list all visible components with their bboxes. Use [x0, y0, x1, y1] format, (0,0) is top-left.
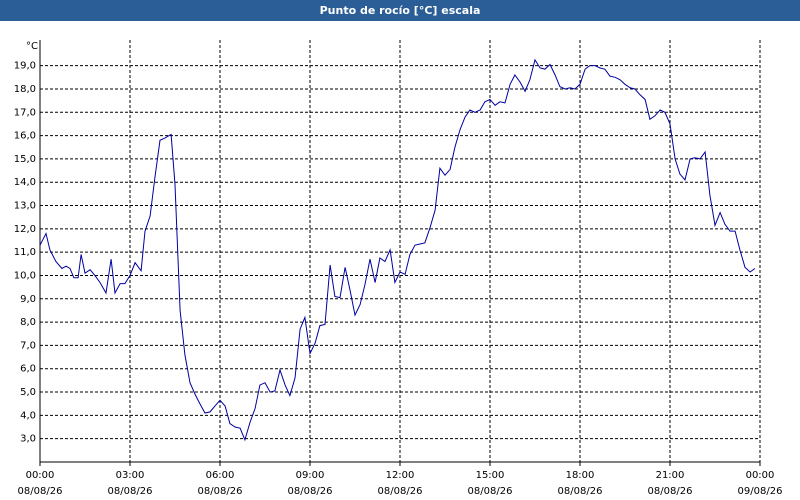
y-tick-label: 17,0	[14, 107, 36, 118]
x-tick-date: 08/08/26	[108, 486, 153, 497]
y-tick-label: 7,0	[20, 340, 36, 351]
x-tick-date: 08/08/26	[288, 486, 333, 497]
y-tick-label: 19,0	[14, 61, 36, 72]
x-tick-date: 09/08/26	[738, 486, 783, 497]
y-tick-label: 4,0	[20, 410, 36, 421]
y-tick-label: 15,0	[14, 154, 36, 165]
x-tick-label: 21:00	[656, 470, 685, 481]
y-tick-label: 11,0	[14, 247, 36, 258]
y-tick-label: 14,0	[14, 177, 36, 188]
y-tick-label: 16,0	[14, 131, 36, 142]
x-tick-label: 00:00	[26, 470, 55, 481]
x-tick-date: 08/08/26	[558, 486, 603, 497]
y-tick-label: 13,0	[14, 201, 36, 212]
x-tick-label: 09:00	[296, 470, 325, 481]
y-tick-label: 10,0	[14, 270, 36, 281]
x-tick-date: 08/08/26	[18, 486, 63, 497]
y-tick-label: 6,0	[20, 364, 36, 375]
x-tick-date: 08/08/26	[198, 486, 243, 497]
chart-title: Punto de rocío [°C] escala	[320, 4, 481, 17]
x-tick-label: 00:00	[746, 470, 775, 481]
x-tick-label: 06:00	[206, 470, 235, 481]
title-bar	[0, 0, 800, 21]
data-line	[39, 58, 756, 442]
y-tick-label: 9,0	[20, 294, 36, 305]
y-tick-label: 8,0	[20, 317, 36, 328]
y-tick-label: 3,0	[20, 434, 36, 445]
x-tick-label: 03:00	[116, 470, 145, 481]
x-tick-label: 15:00	[476, 470, 505, 481]
y-tick-label: 5,0	[20, 387, 36, 398]
y-unit: °C	[26, 41, 38, 52]
x-tick-label: 12:00	[386, 470, 415, 481]
x-tick-date: 08/08/26	[378, 486, 423, 497]
x-tick-date: 08/08/26	[648, 486, 693, 497]
y-tick-label: 18,0	[14, 84, 36, 95]
y-tick-label: 12,0	[14, 224, 36, 235]
x-tick-date: 08/08/26	[468, 486, 513, 497]
x-tick-label: 18:00	[566, 470, 595, 481]
